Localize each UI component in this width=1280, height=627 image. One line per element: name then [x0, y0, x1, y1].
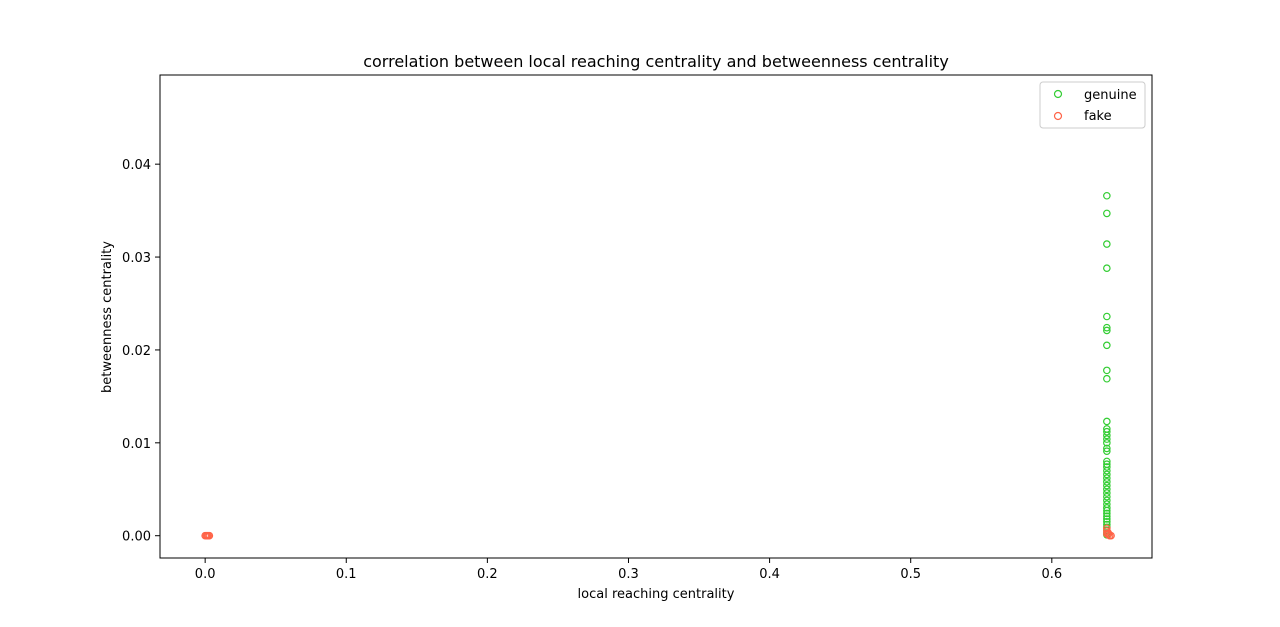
plot-area	[159, 74, 1153, 559]
data-point-genuine	[1103, 447, 1111, 455]
data-point-genuine	[1103, 427, 1111, 436]
y-tick-label: 0.01	[122, 437, 151, 452]
data-point-genuine	[1103, 492, 1111, 501]
legend: genuine fake	[1039, 81, 1146, 129]
data-point-genuine	[1103, 444, 1111, 453]
series-genuine	[1103, 191, 1111, 539]
x-tick-label: 0.5	[900, 567, 921, 582]
data-point-genuine	[1103, 478, 1111, 486]
legend-label-fake: fake	[1084, 109, 1112, 124]
x-axis-label: local reaching centrality	[578, 587, 735, 602]
x-tick-label: 0.6	[1041, 567, 1062, 582]
data-point-genuine	[1103, 504, 1111, 512]
x-tick-label: 0.4	[759, 567, 780, 582]
data-point-genuine	[1103, 312, 1111, 321]
data-points	[201, 191, 1115, 540]
data-point-genuine	[1103, 435, 1111, 443]
data-point-genuine	[1103, 341, 1111, 350]
y-tick-label: 0.03	[122, 251, 151, 266]
data-point-genuine	[1103, 439, 1111, 447]
data-point-genuine	[1103, 512, 1111, 521]
data-point-fake	[205, 531, 214, 540]
x-tick-label: 0.1	[336, 567, 357, 582]
data-point-genuine	[1103, 509, 1111, 518]
data-point-genuine	[1103, 323, 1111, 332]
legend-marker-genuine	[1053, 89, 1063, 99]
data-point-genuine	[1103, 466, 1111, 475]
legend-marker-fake	[1053, 111, 1063, 121]
data-point-genuine	[1103, 474, 1111, 482]
x-tick-label: 0.2	[477, 567, 498, 582]
legend-box	[1039, 81, 1146, 129]
data-point-genuine	[1103, 481, 1111, 490]
data-point-genuine	[1103, 240, 1111, 248]
x-tick-label: 0.3	[618, 567, 639, 582]
y-axis-label: betweenness centrality	[100, 241, 115, 393]
x-tick-label: 0.0	[195, 567, 216, 582]
x-axis: 0.0 0.1 0.2 0.3 0.4 0.5 0.6	[195, 558, 1062, 582]
data-point-fake	[1107, 531, 1115, 540]
data-point-genuine	[1103, 489, 1111, 497]
legend-label-genuine: genuine	[1084, 88, 1137, 103]
data-point-genuine	[1103, 374, 1111, 383]
data-point-genuine	[1103, 515, 1111, 523]
data-point-genuine	[1103, 470, 1111, 479]
data-point-genuine	[1103, 209, 1111, 218]
data-point-fake	[1103, 530, 1111, 538]
series-fake	[201, 524, 1115, 540]
data-point-genuine	[1103, 191, 1111, 200]
data-point-genuine	[1103, 326, 1111, 335]
data-point-genuine	[1103, 457, 1111, 466]
data-point-genuine	[1103, 264, 1111, 273]
chart-title: correlation between local reaching centr…	[363, 52, 949, 71]
data-point-genuine	[1103, 417, 1111, 426]
data-point-genuine	[1103, 506, 1111, 515]
data-point-genuine	[1103, 496, 1111, 505]
y-axis: 0.00 0.01 0.02 0.03 0.04	[122, 158, 160, 545]
data-point-genuine	[1103, 431, 1111, 440]
data-point-genuine	[1103, 366, 1111, 375]
y-tick-label: 0.02	[122, 344, 151, 359]
data-point-genuine	[1103, 463, 1111, 471]
y-tick-label: 0.04	[122, 158, 151, 173]
y-tick-label: 0.00	[122, 530, 151, 545]
data-point-genuine	[1103, 485, 1111, 494]
